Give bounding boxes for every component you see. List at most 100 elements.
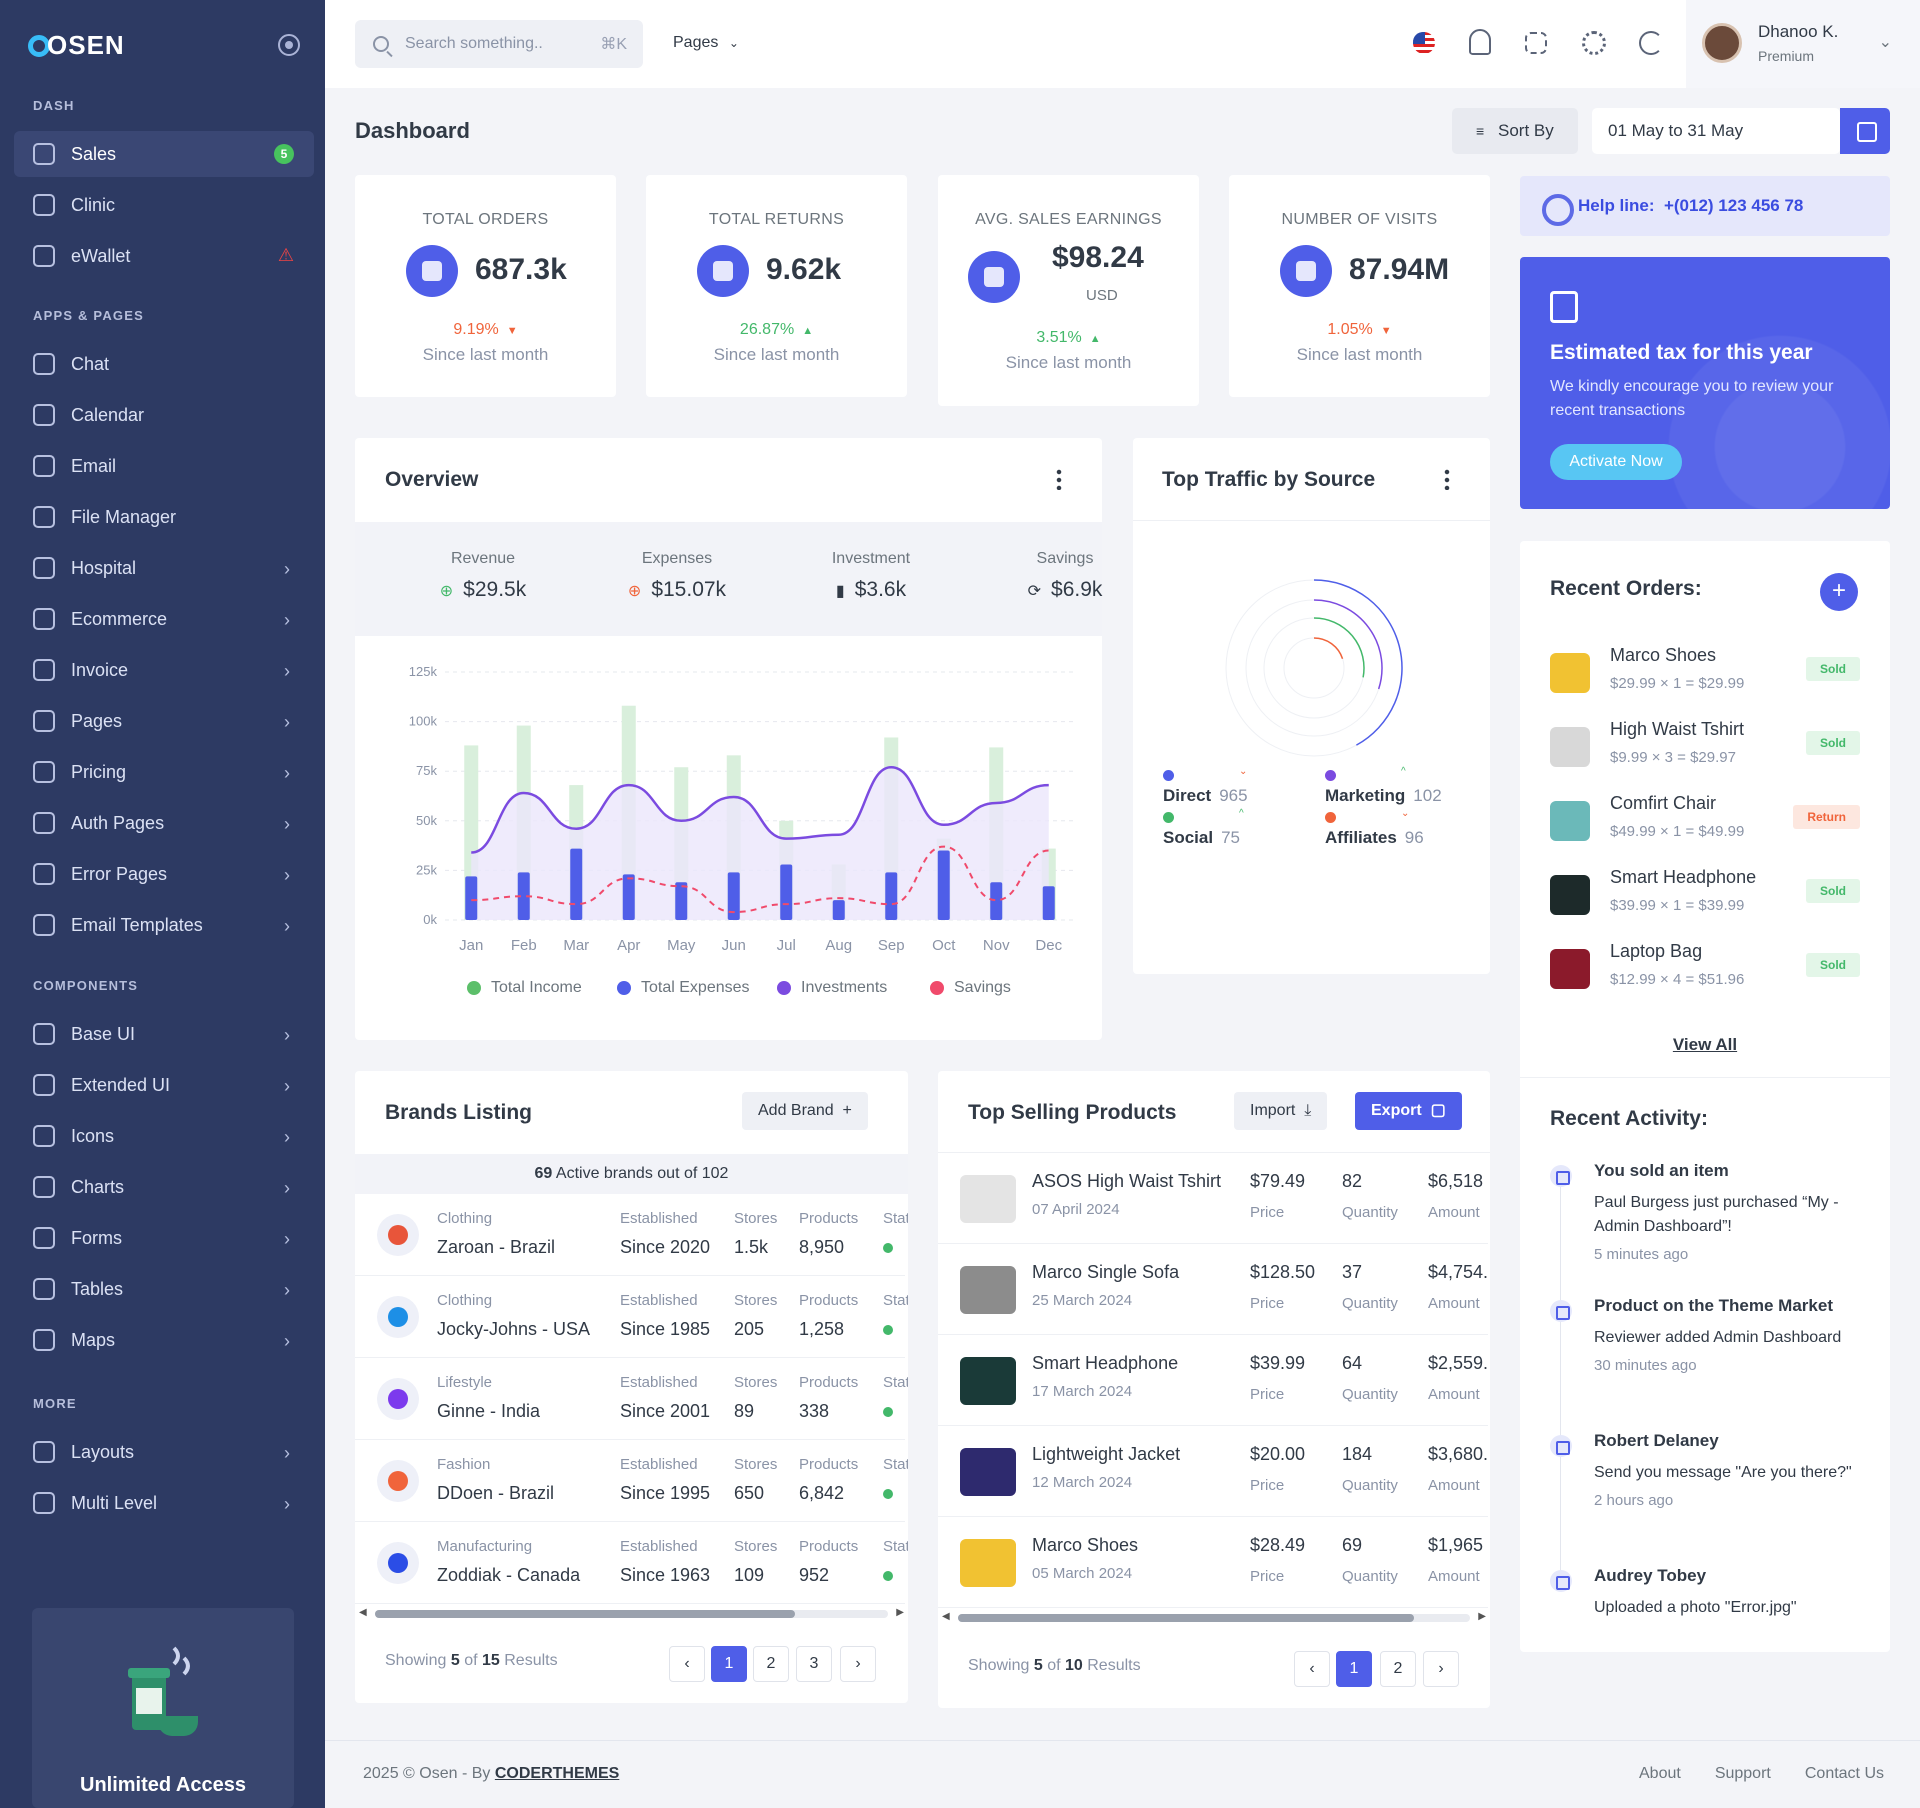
import-button[interactable]: Import ⤓ [1234,1092,1328,1130]
more-vertical-icon[interactable] [1056,468,1062,490]
chevron-right-icon: › [284,1229,290,1249]
amount-cell: $1,965 Amount [1428,1535,1484,1585]
sidebar-section-title: COMPONENTS [33,978,139,993]
export-button[interactable]: Export ▢ [1355,1092,1462,1130]
sidebar-item-ecommerce[interactable]: Ecommerce › [14,596,314,642]
sidebar-item-sales[interactable]: Sales 5 [14,131,314,177]
date-range-input[interactable]: 01 May to 31 May [1592,108,1840,154]
sidebar-item-clinic[interactable]: Clinic [14,182,314,228]
footer-link-support[interactable]: Support [1714,1765,1771,1782]
sidebar-item-file-manager[interactable]: File Manager [14,494,314,540]
sidebar-item-hospital[interactable]: Hospital › [14,545,314,591]
brand-logo [377,1460,419,1502]
activate-now-button[interactable]: Activate Now [1550,444,1682,480]
calendar-icon[interactable] [1840,108,1890,154]
table-row[interactable]: Smart Headphone 17 March 2024 $39.99 Price 6… [938,1335,1488,1426]
helpline-phone[interactable]: +(012) 123 456 78 [1663,196,1804,215]
horizontal-scrollbar[interactable]: ◀ ▶ [359,1607,904,1618]
order-item[interactable]: Marco Shoes $29.99 × 1 = $29.99 Sold [1550,645,1860,705]
traffic-legend-item[interactable]: Social 75 [1163,828,1241,847]
sidebar-item-invoice[interactable]: Invoice › [14,647,314,693]
view-all-link[interactable]: View All [1672,1035,1738,1054]
legend-item[interactable]: Investments [777,979,887,997]
order-item[interactable]: Comfirt Chair $49.99 × 1 = $49.99 Return [1550,793,1860,853]
sidebar-item-calendar[interactable]: Calendar [14,392,314,438]
prev-page-button[interactable]: ‹ [669,1646,705,1682]
table-row[interactable]: Clothing Zaroan - Brazil Established Since … [355,1194,908,1276]
activity-desc: Send you message "Are you there?" 2 hours… [1594,1461,1884,1513]
sidebar-toggle-icon[interactable] [278,34,300,56]
order-item[interactable]: High Waist Tshirt $9.99 × 3 = $29.97 Sold [1550,719,1860,779]
sidebar-item-icons[interactable]: Icons › [14,1113,314,1159]
table-row[interactable]: Clothing Jocky-Johns - USA Established Sinc… [355,1276,908,1358]
sidebar-item-tables[interactable]: Tables › [14,1266,314,1312]
price-cell: $128.50 Price [1250,1262,1316,1312]
sidebar-item-auth-pages[interactable]: Auth Pages › [14,800,314,846]
sidebar-item-forms[interactable]: Forms › [14,1215,314,1261]
more-vertical-icon[interactable] [1444,468,1450,490]
sidebar-item-email-templates[interactable]: Email Templates › [14,902,314,948]
sidebar-item-chat[interactable]: Chat [14,341,314,387]
sidebar-item-error-pages[interactable]: Error Pages › [14,851,314,897]
sidebar-item-maps[interactable]: Maps › [14,1317,314,1363]
table-row[interactable]: Manufacturing Zoddiak - Canada Established… [355,1522,908,1604]
sidebar-item-extended-ui[interactable]: Extended UI › [14,1062,314,1108]
footer-link-contact[interactable]: Contact Us [1804,1765,1884,1782]
products-card: Top Selling Products Import ⤓ Export ▢ A… [938,1071,1490,1708]
moon-icon[interactable] [1639,31,1663,55]
page-button[interactable]: 3 [796,1646,832,1682]
sidebar-item-multi-level[interactable]: Multi Level › [14,1480,314,1526]
sidebar-item-pricing[interactable]: Pricing › [14,749,314,795]
order-item[interactable]: Smart Headphone $39.99 × 1 = $39.99 Sold [1550,867,1860,927]
chevron-right-icon: › [284,1443,290,1463]
bar-total-expenses [570,848,583,920]
traffic-legend-item[interactable]: Affiliates 96 [1325,828,1424,847]
add-order-button[interactable]: + [1820,573,1858,611]
caret-up-icon: ▲ [802,325,814,337]
sidebar-item-layouts[interactable]: Layouts › [14,1429,314,1475]
page-button[interactable]: 1 [1336,1651,1372,1687]
table-row[interactable]: Lifestyle Ginne - India Established Since 2… [355,1358,908,1440]
traffic-card: Top Traffic by Source ⌄ Direct 965 ^ Marketi… [1133,438,1490,974]
table-row[interactable]: ASOS High Waist Tshirt 07 April 2024 $79.4… [938,1153,1488,1244]
table-row[interactable]: Marco Single Sofa 25 March 2024 $128.50 Pri… [938,1244,1488,1335]
order-item[interactable]: Laptop Bag $12.99 × 4 = $51.96 Sold [1550,941,1860,1001]
sidebar-item-charts[interactable]: Charts › [14,1164,314,1210]
sidebar-item-pages[interactable]: Pages › [14,698,314,744]
user-menu[interactable]: Dhanoo K. Premium ⌄ [1686,0,1920,88]
search-input[interactable]: Search something.. ⌘K [355,20,643,68]
traffic-legend-item[interactable]: Direct 965 [1163,786,1248,805]
sidebar-item-email[interactable]: Email [14,443,314,489]
table-row[interactable]: Marco Shoes 05 March 2024 $28.49 Price 69 Qua… [938,1517,1488,1608]
x-tick-label: Dec [1035,937,1062,954]
next-page-button[interactable]: › [1423,1651,1459,1687]
legend-item[interactable]: Savings [930,979,1011,997]
footer-link-about[interactable]: About [1639,1765,1681,1782]
order-calc: $12.99 × 4 = $51.96 [1610,971,1745,988]
page-button[interactable]: 2 [753,1646,789,1682]
page-button[interactable]: 2 [1380,1651,1416,1687]
apps-grid-icon[interactable] [1525,32,1547,54]
author-link[interactable]: CODERTHEMES [494,1765,620,1782]
add-brand-button[interactable]: Add Brand + [742,1092,868,1130]
sidebar-item-label: eWallet [71,245,131,266]
gear-icon[interactable] [1582,31,1606,55]
prev-page-button[interactable]: ‹ [1294,1651,1330,1687]
page-button[interactable]: 1 [711,1646,747,1682]
table-row[interactable]: Fashion DDoen - Brazil Established Since 19… [355,1440,908,1522]
sidebar-section-title: MORE [33,1396,77,1411]
table-row[interactable]: Lightweight Jacket 12 March 2024 $20.00 Pri… [938,1426,1488,1517]
pages-dropdown[interactable]: Pages ⌄ [673,34,739,51]
sort-by-button[interactable]: Sort By [1452,108,1578,154]
sidebar-item-ewallet[interactable]: eWallet ⚠ [14,233,314,279]
brand-logo[interactable]: OSEN [28,30,125,61]
next-page-button[interactable]: › [840,1646,876,1682]
legend-item[interactable]: Total Expenses [617,979,750,997]
bell-icon[interactable] [1469,29,1491,55]
us-flag-icon[interactable] [1413,32,1435,54]
legend-item[interactable]: Total Income [467,979,582,997]
traffic-legend-item[interactable]: Marketing 102 [1325,786,1442,805]
horizontal-scrollbar[interactable]: ◀ ▶ [942,1611,1486,1622]
sidebar-item-base-ui[interactable]: Base UI › [14,1011,314,1057]
sidebar-item-label: Charts [71,1176,125,1197]
